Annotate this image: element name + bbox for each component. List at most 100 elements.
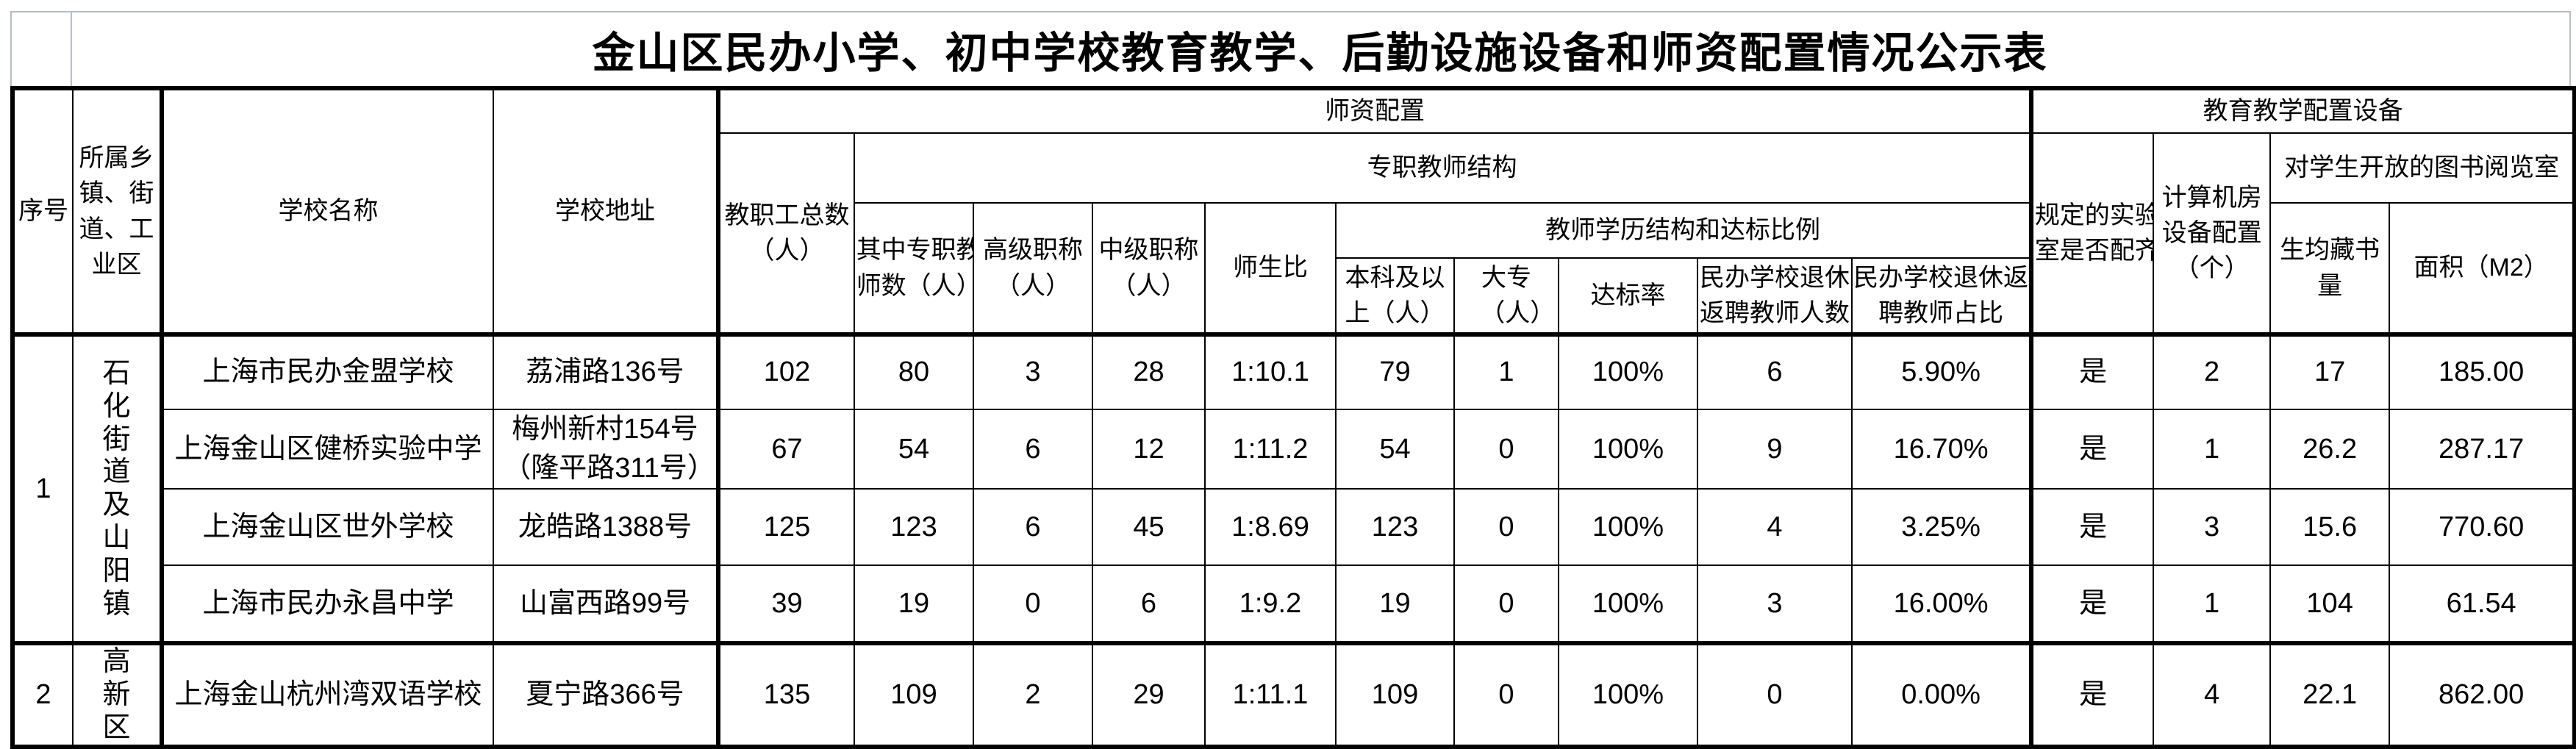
school-address-cell: 荔浦路136号 <box>493 332 719 410</box>
ratio-cell: 1:8.69 <box>1204 488 1337 567</box>
pass-rate-cell: 100% <box>1558 641 1698 748</box>
school-name-cell: 上海市民办金盟学校 <box>160 332 494 410</box>
retired-pct-cell: 5.90% <box>1850 332 2033 410</box>
school-address-cell: 梅州新村154号（隆平路311号） <box>493 408 719 490</box>
area-cell: 862.00 <box>2389 641 2576 748</box>
fulltime-count-cell: 123 <box>854 488 974 567</box>
col-header-books-per-student: 生均藏书量 <box>2269 202 2391 335</box>
group-header-teacher-config: 师资配置 <box>715 87 2033 134</box>
lab-cell: 是 <box>2029 641 2155 748</box>
ratio-cell: 1:11.2 <box>1204 408 1337 490</box>
lab-cell: 是 <box>2029 332 2155 410</box>
bachelor-cell: 123 <box>1335 488 1455 567</box>
bachelor-cell: 109 <box>1335 641 1455 748</box>
col-header-fulltime-count: 其中专职教师数（人） <box>854 202 974 335</box>
middle-title-cell: 29 <box>1092 641 1206 748</box>
fulltime-count-cell: 54 <box>854 408 974 490</box>
col-header-bachelor: 本科及以上（人） <box>1335 257 1455 335</box>
col-header-retired-pct: 民办学校退休返聘教师占比 <box>1850 257 2033 335</box>
ratio-cell: 1:11.1 <box>1204 641 1337 748</box>
retired-pct-cell: 0.00% <box>1850 641 2033 748</box>
staff-total-cell: 135 <box>716 641 855 748</box>
area-cell: 185.00 <box>2389 332 2576 410</box>
staff-total-cell: 67 <box>716 408 855 490</box>
title-row: 金山区民办小学、初中学校教育教学、后勤设施设备和师资配置情况公示表 <box>10 11 2571 86</box>
staff-total-cell: 125 <box>716 488 855 567</box>
lab-cell: 是 <box>2029 408 2155 490</box>
school-address-cell: 夏宁路366号 <box>493 641 719 748</box>
staff-total-cell: 102 <box>716 332 855 410</box>
college-cell: 0 <box>1453 641 1559 748</box>
school-name-cell: 上海金山区世外学校 <box>160 488 494 567</box>
retired-count-cell: 0 <box>1697 641 1853 748</box>
bachelor-cell: 19 <box>1335 565 1455 645</box>
bachelor-cell: 79 <box>1335 332 1455 410</box>
books-cell: 104 <box>2269 565 2391 645</box>
school-name-cell: 上海市民办永昌中学 <box>160 565 494 645</box>
retired-count-cell: 4 <box>1697 488 1853 567</box>
col-header-pass-rate: 达标率 <box>1558 257 1698 335</box>
retired-count-cell: 3 <box>1697 565 1853 645</box>
page-title: 金山区民办小学、初中学校教育教学、后勤设施设备和师资配置情况公示表 <box>592 29 2048 77</box>
school-address-cell: 龙皓路1388号 <box>493 488 719 567</box>
books-cell: 17 <box>2269 332 2391 410</box>
retired-count-cell: 9 <box>1697 408 1853 490</box>
area-cell: 61.54 <box>2389 565 2576 645</box>
computer-cell: 3 <box>2153 488 2272 567</box>
school-name-cell: 上海金山杭州湾双语学校 <box>160 641 494 748</box>
computer-cell: 1 <box>2153 408 2272 490</box>
middle-title-cell: 45 <box>1092 488 1206 567</box>
fulltime-count-cell: 109 <box>854 641 974 748</box>
ratio-cell: 1:9.2 <box>1204 565 1337 645</box>
bachelor-cell: 54 <box>1335 408 1455 490</box>
col-header-area: 面积（M2） <box>2389 202 2576 335</box>
group-header-equipment: 教育教学配置设备 <box>2029 87 2576 134</box>
senior-title-cell: 6 <box>973 488 1093 567</box>
col-header-senior-title: 高级职称（人） <box>973 202 1093 335</box>
senior-title-cell: 2 <box>973 641 1093 748</box>
lab-cell: 是 <box>2029 488 2155 567</box>
col-header-district: 所属乡镇、街道、工业区 <box>72 87 162 335</box>
col-header-serial: 序号 <box>12 87 74 335</box>
lab-cell: 是 <box>2029 565 2155 645</box>
middle-title-cell: 28 <box>1092 332 1206 410</box>
retired-pct-cell: 16.00% <box>1850 565 2033 645</box>
area-cell: 770.60 <box>2389 488 2576 567</box>
school-address-cell: 山富西路99号 <box>493 565 719 645</box>
pass-rate-cell: 100% <box>1558 565 1698 645</box>
college-cell: 0 <box>1453 565 1559 645</box>
college-cell: 0 <box>1453 488 1559 567</box>
fulltime-count-cell: 80 <box>854 332 974 410</box>
pass-rate-cell: 100% <box>1558 408 1698 490</box>
fulltime-count-cell: 19 <box>854 565 974 645</box>
senior-title-cell: 0 <box>973 565 1093 645</box>
serial-cell: 2 <box>12 641 74 748</box>
college-cell: 0 <box>1453 408 1559 490</box>
ratio-cell: 1:10.1 <box>1204 332 1337 410</box>
col-header-retired-count: 民办学校退休返聘教师人数 <box>1697 257 1853 335</box>
retired-pct-cell: 16.70% <box>1850 408 2033 490</box>
books-cell: 22.1 <box>2269 641 2391 748</box>
computer-cell: 2 <box>2153 332 2272 410</box>
senior-title-cell: 6 <box>973 408 1093 490</box>
senior-title-cell: 3 <box>973 332 1093 410</box>
retired-count-cell: 6 <box>1697 332 1853 410</box>
public-notice-table: 序号 所属乡镇、街道、工业区 学校名称 学校地址 师资配置 教育教学配置设备 教… <box>10 86 2576 749</box>
books-cell: 15.6 <box>2269 488 2391 567</box>
pass-rate-cell: 100% <box>1558 488 1698 567</box>
staff-total-cell: 39 <box>716 565 855 645</box>
school-name-cell: 上海金山区健桥实验中学 <box>160 408 494 490</box>
group-header-fulltime-structure: 专职教师结构 <box>853 132 2033 204</box>
district-cell: 石化街道及山阳镇 <box>72 332 162 645</box>
pass-rate-cell: 100% <box>1558 332 1698 410</box>
area-cell: 287.17 <box>2389 408 2576 490</box>
middle-title-cell: 6 <box>1092 565 1206 645</box>
books-cell: 26.2 <box>2269 408 2391 490</box>
gridline-divider <box>71 12 72 86</box>
college-cell: 1 <box>1453 332 1559 410</box>
computer-cell: 1 <box>2153 565 2272 645</box>
col-header-college: 大专（人） <box>1453 257 1559 335</box>
retired-pct-cell: 3.25% <box>1850 488 2033 567</box>
col-header-lab: 规定的实验室是否配齐 <box>2029 132 2155 335</box>
group-header-edu-structure: 教师学历结构和达标比例 <box>1334 202 2033 259</box>
